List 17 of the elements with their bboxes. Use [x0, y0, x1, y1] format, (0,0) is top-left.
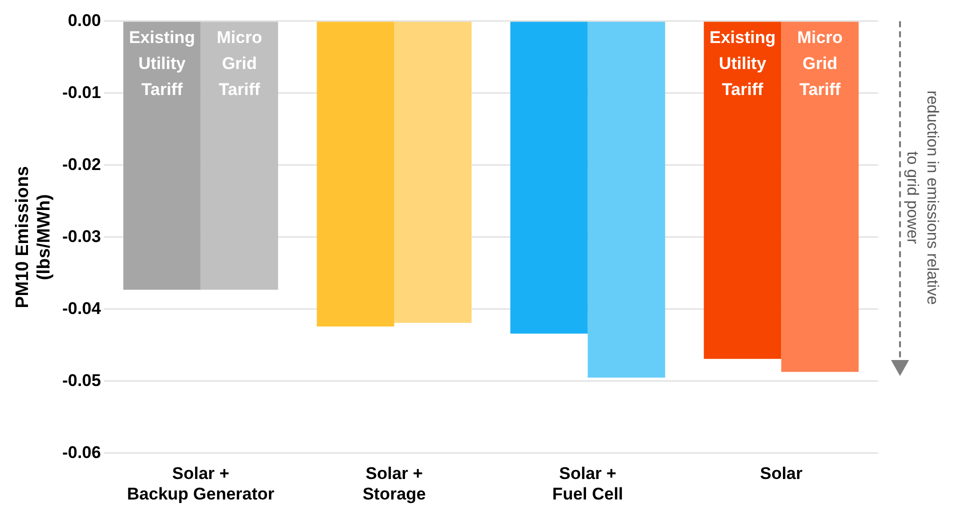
y-tick-label: -0.04	[62, 298, 102, 318]
text: Micro Grid Tariff	[797, 28, 843, 99]
x-tick-label: Solar	[760, 464, 803, 484]
y-tick-label: -0.05	[62, 370, 101, 390]
x-tick-label: Solar + Backup Generator	[127, 464, 275, 504]
y-tick-label: -0.03	[62, 226, 101, 246]
y-axis-title: PM10 Emissions (lbs/MWh)	[12, 166, 54, 308]
series-label: Micro Grid Tariff	[216, 28, 262, 99]
x-tick-label: Solar + Storage	[362, 464, 426, 504]
y-tick-label: -0.02	[62, 154, 101, 174]
y-tick-label: -0.06	[62, 442, 101, 462]
x-tick-label: Solar + Fuel Cell	[552, 464, 624, 504]
y-tick-label: 0.00	[68, 10, 101, 30]
y-tick-label: -0.01	[62, 82, 101, 102]
text: Existing Utility Tariff	[128, 28, 196, 99]
series-label: Existing Utility Tariff	[709, 28, 776, 99]
text: reduction in emissions relative to grid power	[904, 90, 941, 305]
